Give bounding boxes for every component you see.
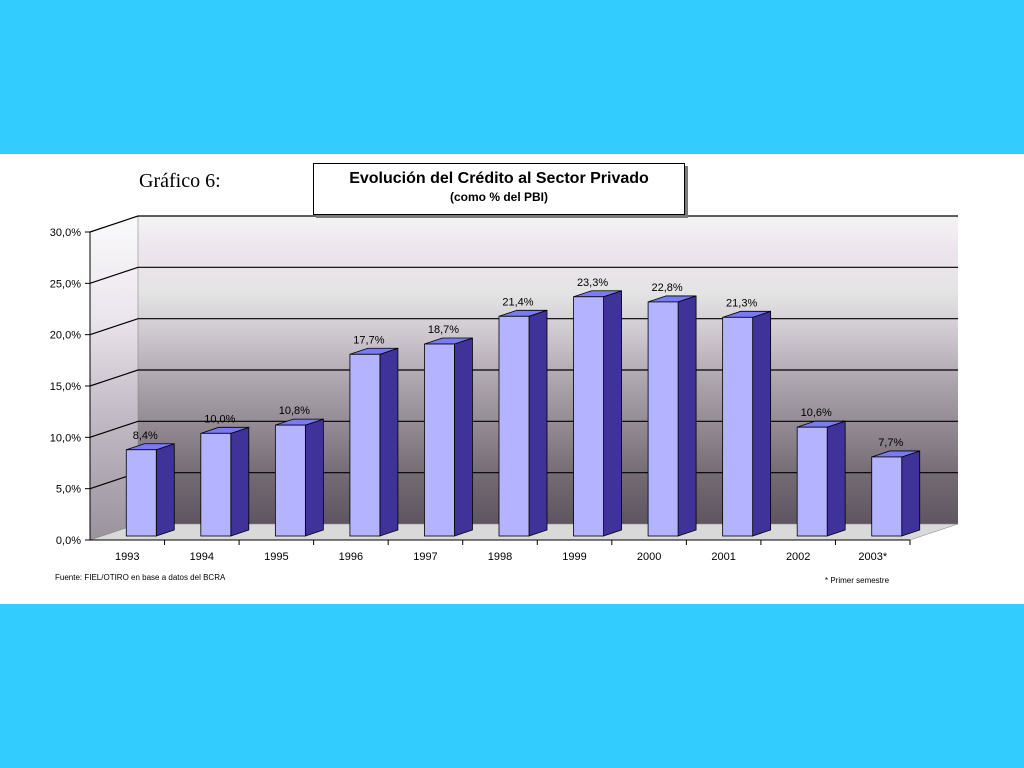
bar	[647, 295, 697, 537]
x-tick-label: 2001	[711, 551, 735, 563]
y-tick-label: 25,0%	[50, 278, 81, 290]
bar-front	[796, 426, 828, 537]
source-note: Fuente: FIEL/OTIRO en base a datos del B…	[55, 573, 226, 582]
bar-side	[454, 337, 473, 537]
gridline	[89, 215, 958, 233]
data-label: 10,8%	[279, 405, 310, 417]
y-tick-label: 10,0%	[50, 432, 81, 444]
y-tick-label: 20,0%	[50, 330, 81, 342]
y-tick-label: 30,0%	[50, 227, 81, 239]
bar-front	[424, 343, 455, 537]
data-label: 18,7%	[428, 324, 459, 336]
data-label: 10,0%	[204, 413, 235, 425]
x-tick-label: 1999	[562, 551, 586, 563]
x-tick-label: 1994	[190, 551, 214, 563]
bar	[200, 426, 250, 537]
bar-front	[125, 449, 157, 537]
bar-front	[647, 301, 679, 537]
x-tick-label: 2003*	[858, 551, 887, 563]
bar	[796, 420, 846, 537]
x-tick-label: 1996	[339, 551, 363, 563]
bar-side	[155, 443, 175, 537]
bar	[573, 290, 622, 537]
x-tick-label: 2002	[786, 551, 810, 563]
bar-front	[498, 315, 530, 537]
bar	[349, 347, 399, 537]
bar-side	[379, 347, 399, 537]
x-tick-label: 1998	[488, 551, 512, 563]
bar-side	[901, 450, 921, 537]
chart-title: Evolución del Crédito al Sector Privado	[349, 170, 649, 187]
bar-side	[230, 426, 250, 537]
bar	[871, 450, 921, 537]
bar	[722, 310, 772, 537]
gridline	[89, 266, 958, 284]
bar-side	[826, 420, 846, 537]
bar-side	[304, 418, 324, 537]
y-tick-label: 5,0%	[56, 484, 81, 496]
data-label: 23,3%	[577, 277, 608, 289]
data-label: 10,6%	[801, 407, 832, 419]
data-label: 21,3%	[726, 297, 757, 309]
footnote: * Primer semestre	[825, 576, 890, 585]
x-tick-label: 2000	[637, 551, 661, 563]
y-tick-label: 15,0%	[50, 381, 81, 393]
bar-front	[722, 316, 754, 537]
data-label: 22,8%	[651, 282, 682, 294]
bars-group	[125, 290, 921, 537]
labels-group: 0,0% 5,0% 10,0% 15,0% 20,0% 25,0% 30,0% 8,4% 199…	[50, 227, 904, 563]
x-tick-label: 1995	[264, 551, 288, 563]
bar-side	[528, 309, 548, 537]
bar	[274, 418, 324, 537]
bar-front	[200, 432, 232, 537]
bar	[424, 337, 473, 537]
bar	[498, 309, 548, 537]
bar-side	[752, 310, 772, 537]
chart-title-box: Evolución del Crédito al Sector Privado …	[313, 163, 685, 215]
x-tick-label: 1993	[115, 551, 139, 563]
slide-heading: Gráfico 6:	[139, 170, 221, 192]
bar-side	[603, 290, 622, 537]
bar-side	[677, 295, 697, 537]
bar	[125, 443, 175, 537]
chart-subtitle: (como % del PBI)	[449, 190, 548, 204]
data-label: 21,4%	[502, 296, 533, 308]
bar-front	[871, 456, 903, 537]
bar-front	[274, 424, 306, 537]
data-label: 8,4%	[133, 430, 158, 442]
bar-front	[573, 296, 604, 537]
y-tick-label: 0,0%	[56, 535, 81, 547]
data-label: 17,7%	[353, 334, 384, 346]
x-tick-label: 1997	[413, 551, 437, 563]
data-label: 7,7%	[878, 437, 903, 449]
bar-front	[349, 353, 381, 537]
